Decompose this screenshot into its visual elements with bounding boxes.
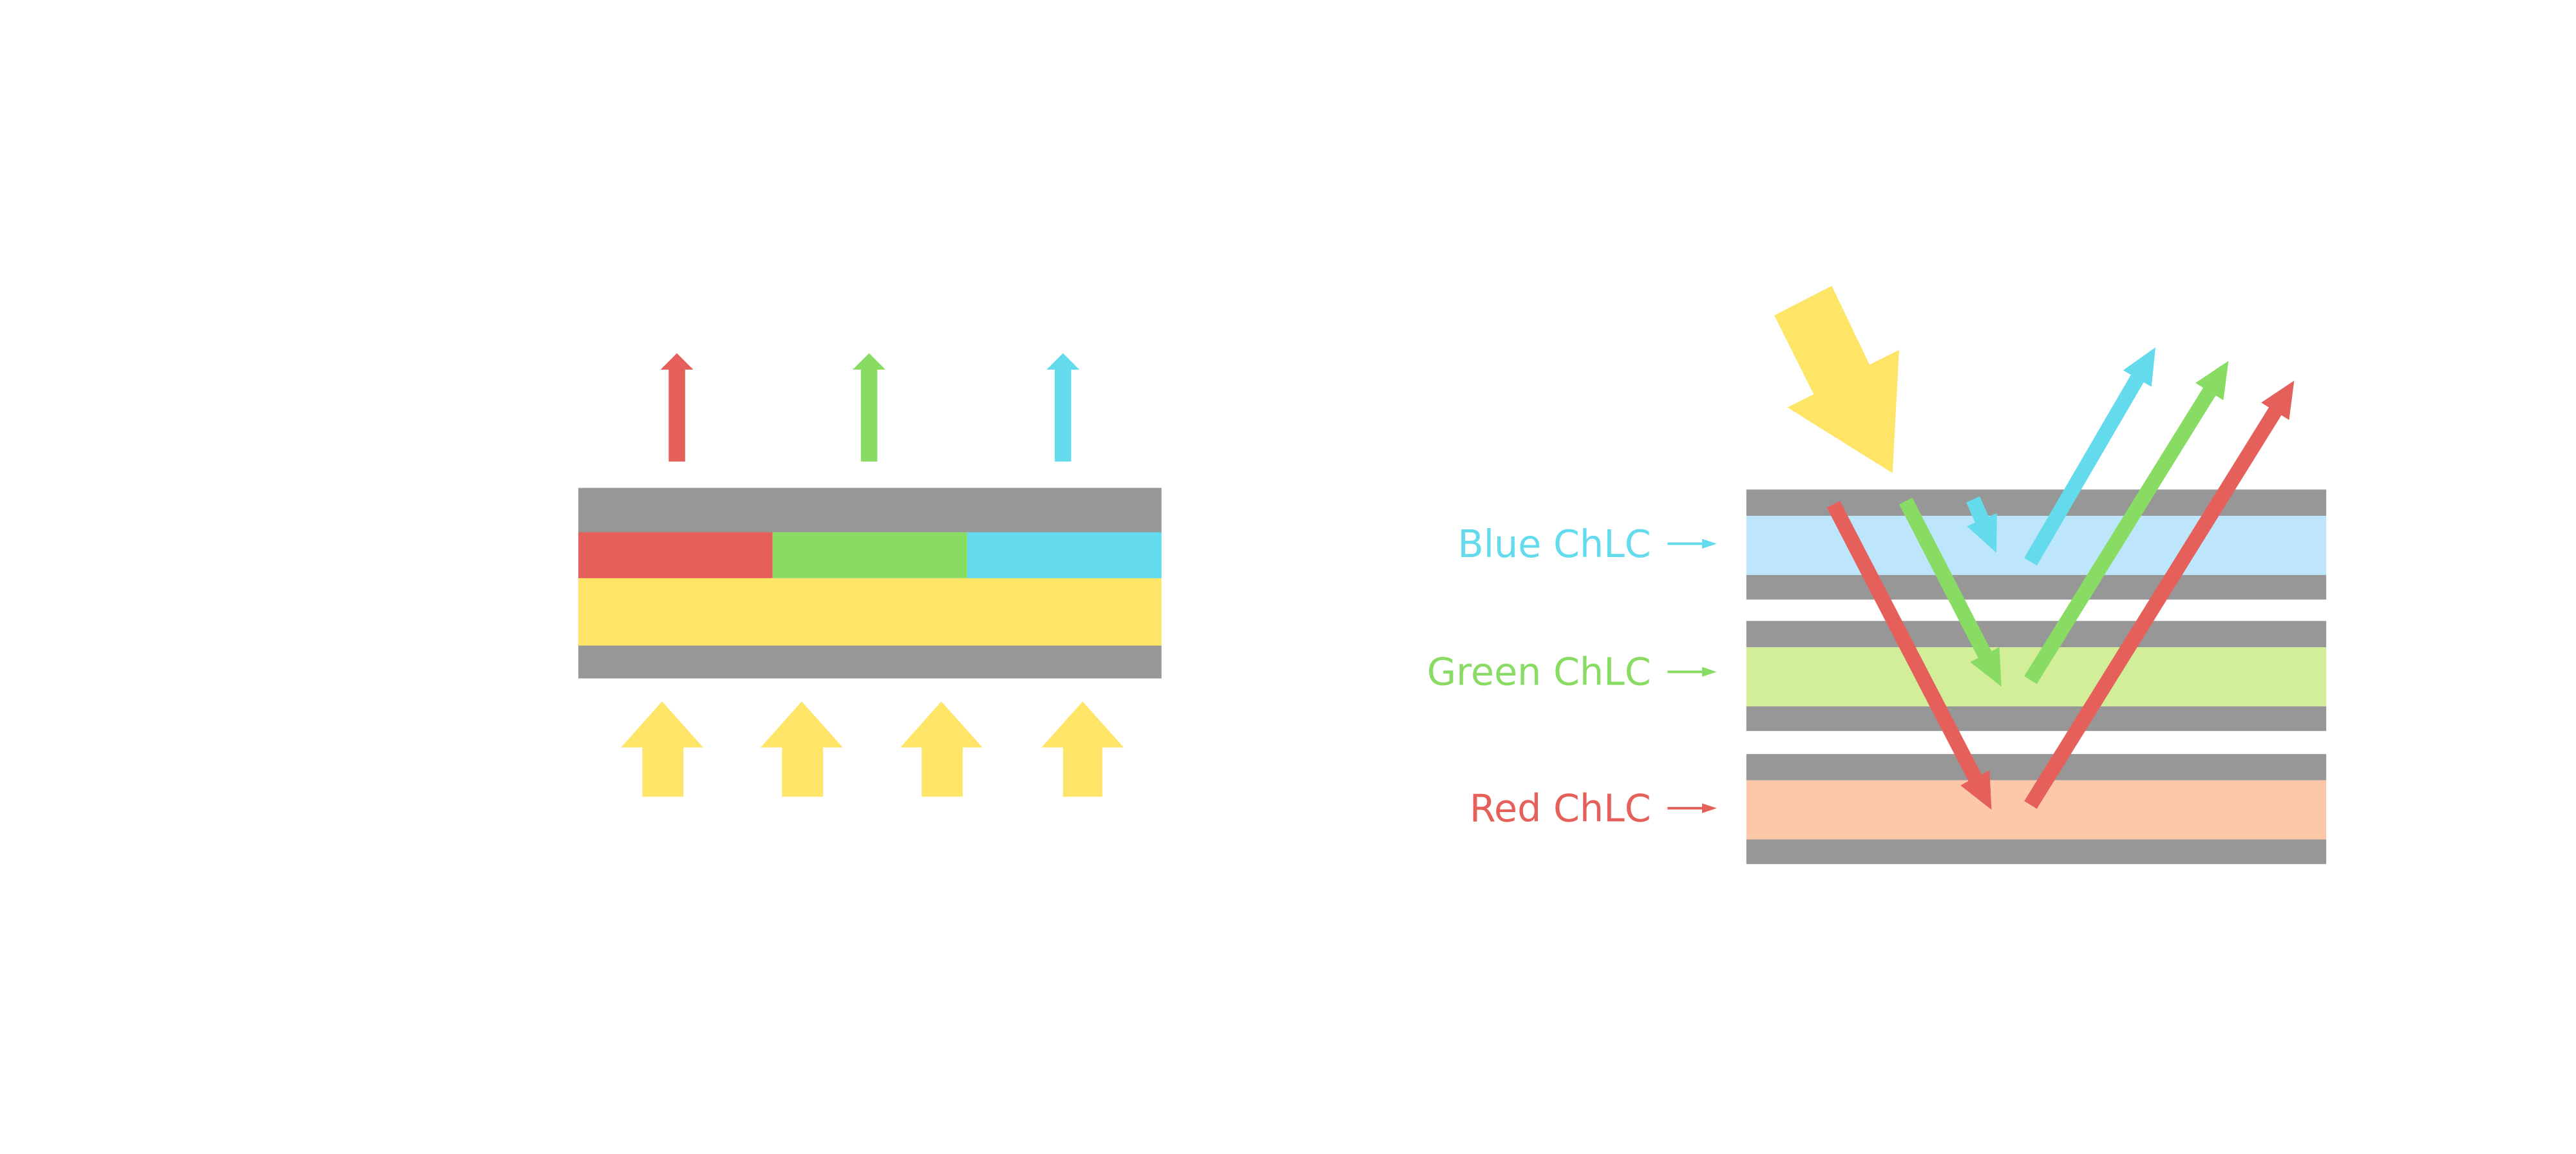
chlc-stack-diagram: Blue ChLC Green ChLC Red ChLC: [1427, 285, 2327, 864]
blue-output-arrow-icon: [1046, 353, 1080, 462]
light-input-arrow-icon: [761, 701, 843, 797]
light-input-arrow-icon: [1041, 701, 1124, 797]
green-incident-ray-icon: [1899, 497, 2002, 687]
backlight-layer: [578, 578, 1162, 646]
bottom-glass-layer: [578, 645, 1162, 679]
red-reflected-ray-icon: [2024, 381, 2295, 809]
light-input-arrow-icon: [900, 701, 983, 797]
green-chlc-label: Green ChLC: [1427, 650, 1651, 694]
blue-incident-ray-icon: [1966, 496, 1997, 553]
glass-layer: [1746, 839, 2327, 864]
blue-chlc-label: Blue ChLC: [1458, 522, 1651, 566]
glass-layer: [1746, 621, 2327, 648]
color-filter-display: [578, 353, 1162, 797]
glass-layer: [1746, 753, 2327, 780]
incident-light-arrow-icon: [1774, 285, 1899, 473]
red-incident-ray-icon: [1826, 500, 1992, 810]
green-reflected-ray-icon: [2024, 361, 2229, 685]
green-output-arrow-icon: [853, 353, 886, 462]
blue-filter: [967, 532, 1162, 578]
light-input-arrow-icon: [621, 701, 703, 797]
green-filter: [772, 532, 967, 578]
glass-layer: [1746, 574, 2327, 600]
red-output-arrow-icon: [660, 353, 694, 462]
glass-layer: [1746, 706, 2327, 732]
blue-reflected-ray-icon: [2024, 347, 2156, 566]
red-filter: [578, 532, 773, 578]
red-chlc-label: Red ChLC: [1470, 786, 1651, 830]
top-glass-layer: [578, 487, 1162, 533]
